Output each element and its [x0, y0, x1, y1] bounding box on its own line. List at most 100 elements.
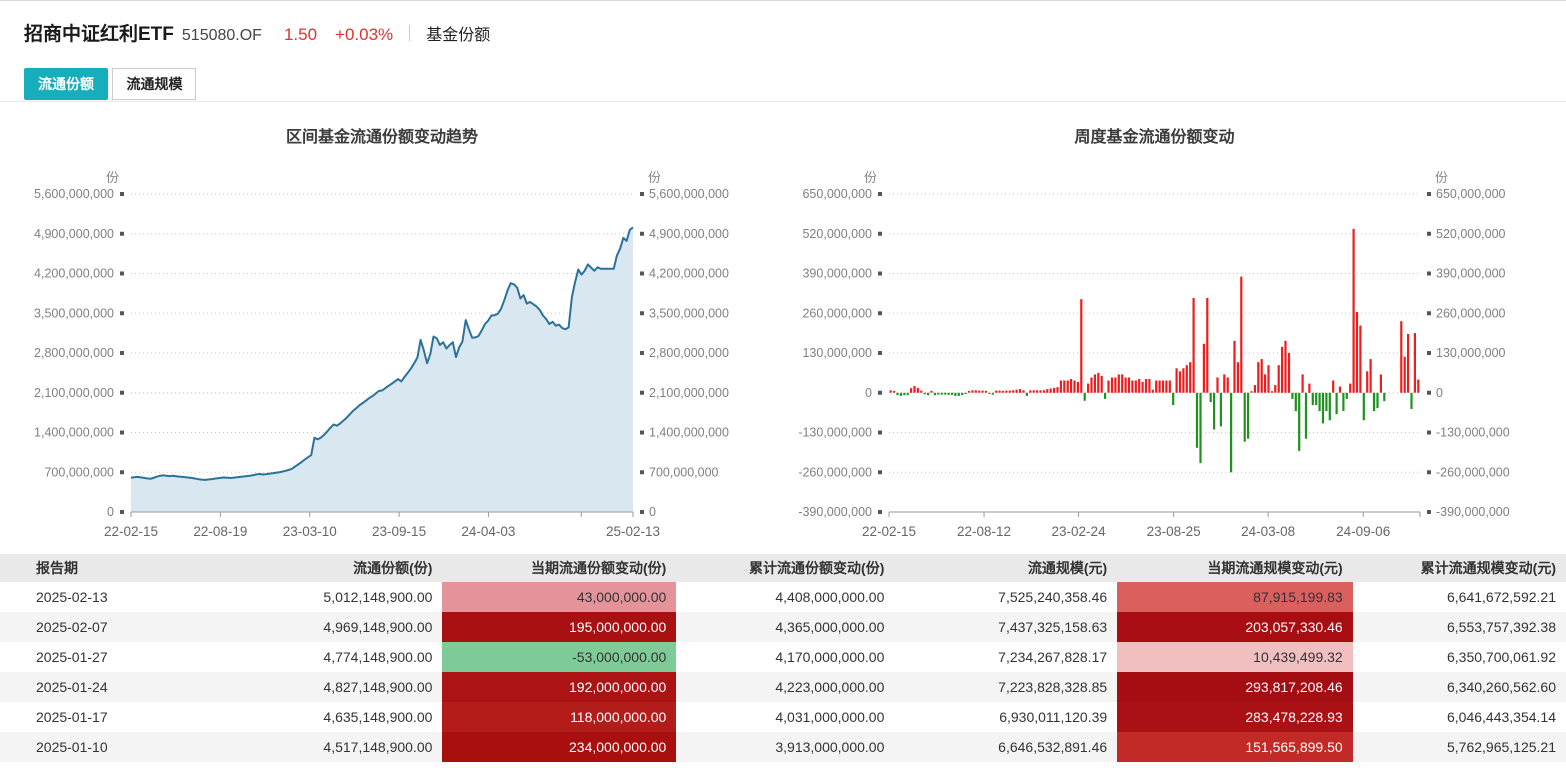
svg-text:区间基金流通份额变动趋势: 区间基金流通份额变动趋势: [286, 127, 478, 146]
svg-text:4,900,000,000: 4,900,000,000: [649, 227, 729, 241]
cell-cum-share-change: 4,223,000,000.00: [676, 672, 895, 702]
svg-text:22-08-12: 22-08-12: [957, 524, 1011, 539]
svg-text:份: 份: [648, 170, 661, 185]
cell-shares: 5,012,148,900.00: [323, 589, 433, 605]
svg-text:22-02-15: 22-02-15: [104, 524, 158, 539]
cell-scale: 6,930,011,120.39: [999, 709, 1108, 725]
cell-report-date: 2025-01-17: [36, 709, 108, 725]
section-label: 基金份额: [426, 27, 491, 44]
cell-share-change: 234,000,000.00: [442, 732, 677, 762]
svg-text:130,000,000: 130,000,000: [802, 346, 872, 360]
cell-cum-share-change: 4,365,000,000.00: [676, 612, 895, 642]
charts-area: 区间基金流通份额变动趋势份 份 5,600,000,000 5,600,000,000…: [0, 102, 1566, 554]
cell-share-change: -53,000,000.00: [442, 642, 677, 672]
cell-scale-change: 293,817,208.46: [1117, 672, 1353, 702]
table-row: 2025-01-24 4,827,148,900.00 192,000,000.00…: [0, 672, 1566, 702]
cell-cum-scale-change: 5,762,965,125.21: [1352, 732, 1566, 762]
svg-text:份: 份: [864, 170, 877, 185]
cell-cum-scale-change: 6,340,260,562.60: [1352, 672, 1566, 702]
cell-cum-scale-change: 6,350,700,061.92: [1447, 649, 1556, 665]
cell-shares: 4,774,148,900.00: [323, 649, 433, 665]
cell-cum-share-change: 4,408,000,000.00: [775, 589, 885, 605]
table-body: 2025-02-13 5,012,148,900.00 43,000,000.00 4…: [0, 582, 1566, 762]
header-divider: [409, 24, 411, 41]
svg-text:650,000,000: 650,000,000: [1436, 187, 1506, 201]
svg-text:-260,000,000: -260,000,000: [798, 465, 872, 479]
column-header-6: 累计流通规模变动(元): [1352, 554, 1566, 582]
cell-cum-scale-change: 6,046,443,354.14: [1447, 709, 1556, 725]
svg-text:1,400,000,000: 1,400,000,000: [649, 426, 729, 440]
cell-report-date: 2025-01-24: [0, 672, 212, 702]
cell-scale: 7,525,240,358.46: [998, 589, 1108, 605]
svg-text:390,000,000: 390,000,000: [802, 267, 872, 281]
svg-text:-130,000,000: -130,000,000: [798, 426, 872, 440]
table-row: 2025-01-10 4,517,148,900.00 234,000,000.00…: [0, 732, 1566, 762]
cell-report-date: 2025-02-07: [0, 612, 212, 642]
cell-scale: 7,234,267,828.17: [998, 649, 1108, 665]
column-header-3: 累计流通份额变动(份): [676, 554, 895, 582]
cell-report-date: 2025-01-27: [36, 649, 108, 665]
column-header-0: 报告期: [0, 554, 212, 582]
svg-text:0: 0: [649, 505, 656, 519]
svg-text:0: 0: [107, 505, 114, 519]
cell-shares: 4,827,148,900.00: [211, 672, 443, 702]
table-row: 2025-02-13 5,012,148,900.00 43,000,000.00 4…: [0, 582, 1566, 612]
cell-scale-change: 151,565,899.50: [1117, 732, 1353, 762]
svg-text:23-03-10: 23-03-10: [283, 524, 337, 539]
column-header-5: 当期流通规模变动(元): [1117, 554, 1353, 582]
svg-text:2,800,000,000: 2,800,000,000: [34, 346, 114, 360]
svg-text:24-09-06: 24-09-06: [1336, 524, 1390, 539]
cell-cum-share-change: 4,170,000,000.00: [775, 649, 885, 665]
fund-code: 515080.OF: [181, 27, 262, 44]
svg-text:-130,000,000: -130,000,000: [1436, 426, 1510, 440]
svg-text:2,100,000,000: 2,100,000,000: [34, 386, 114, 400]
svg-text:390,000,000: 390,000,000: [1436, 267, 1506, 281]
table-row: 2025-01-27 4,774,148,900.00 -53,000,000.00…: [0, 642, 1566, 672]
chart-share-trend: 区间基金流通份额变动趋势份 份 5,600,000,000 5,600,000,000…: [0, 102, 776, 554]
svg-text:2,800,000,000: 2,800,000,000: [649, 346, 729, 360]
svg-text:4,200,000,000: 4,200,000,000: [34, 267, 114, 281]
column-header-4: 流通规模(元): [894, 554, 1118, 582]
tab-circulating-scale[interactable]: 流通规模: [112, 68, 197, 100]
svg-text:25-02-13: 25-02-13: [606, 524, 660, 539]
cell-scale-change: 283,478,228.93: [1117, 702, 1353, 732]
svg-text:520,000,000: 520,000,000: [1436, 227, 1506, 241]
cell-report-date: 2025-02-13: [36, 589, 108, 605]
svg-text:22-08-19: 22-08-19: [193, 524, 247, 539]
svg-text:3,500,000,000: 3,500,000,000: [649, 306, 729, 320]
column-header-1: 流通份额(份): [211, 554, 443, 582]
cell-scale-change: 203,057,330.46: [1117, 612, 1353, 642]
svg-text:24-04-03: 24-04-03: [461, 524, 515, 539]
cell-cum-scale-change: 6,641,672,592.21: [1447, 589, 1556, 605]
page-header: 招商中证红利ETF 515080.OF 1.50 +0.03% 基金份额: [0, 1, 1566, 58]
fund-name: 招商中证红利ETF: [24, 24, 174, 45]
cell-shares: 4,635,148,900.00: [323, 709, 433, 725]
chart-weekly-change: 周度基金流通份额变动份 份 650,000,000 650,000,000 520,00…: [776, 102, 1542, 554]
cell-scale: 7,223,828,328.85: [894, 672, 1118, 702]
cell-scale: 7,437,325,158.63: [894, 612, 1118, 642]
cell-scale: 6,646,532,891.46: [894, 732, 1118, 762]
svg-text:份: 份: [1435, 170, 1448, 185]
svg-text:24-03-08: 24-03-08: [1241, 524, 1295, 539]
svg-text:23-02-24: 23-02-24: [1052, 524, 1107, 539]
svg-text:0: 0: [865, 386, 872, 400]
cell-share-change: 118,000,000.00: [442, 702, 677, 732]
svg-text:5,600,000,000: 5,600,000,000: [34, 187, 114, 201]
tab-bar: 流通份额 流通规模: [0, 58, 1566, 102]
cell-shares: 4,517,148,900.00: [211, 732, 443, 762]
svg-text:-390,000,000: -390,000,000: [1436, 505, 1510, 519]
table-row: 2025-02-07 4,969,148,900.00 195,000,000.00…: [0, 612, 1566, 642]
cell-share-change: 43,000,000.00: [442, 582, 677, 612]
tab-circulating-shares[interactable]: 流通份额: [24, 68, 108, 100]
table-header-row: 报告期 流通份额(份) 当期流通份额变动(份) 累计流通份额变动(份) 流通规模(元) 当…: [0, 554, 1566, 582]
svg-text:-390,000,000: -390,000,000: [798, 505, 872, 519]
svg-text:700,000,000: 700,000,000: [44, 465, 114, 479]
cell-scale-change: 87,915,199.83: [1117, 582, 1353, 612]
svg-text:2,100,000,000: 2,100,000,000: [649, 386, 729, 400]
svg-text:23-08-25: 23-08-25: [1147, 524, 1201, 539]
cell-cum-share-change: 3,913,000,000.00: [676, 732, 895, 762]
table-row: 2025-01-17 4,635,148,900.00 118,000,000.00…: [0, 702, 1566, 732]
svg-text:份: 份: [106, 170, 119, 185]
svg-text:-260,000,000: -260,000,000: [1436, 465, 1510, 479]
svg-text:650,000,000: 650,000,000: [802, 187, 872, 201]
